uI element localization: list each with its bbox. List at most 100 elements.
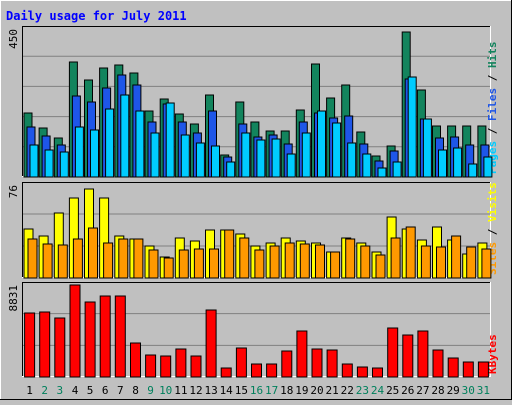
bar-visits-sites-day-23 — [360, 245, 371, 279]
bar-visits-sites-day-17 — [269, 245, 280, 279]
bar-kbytes-kbytes-day-21 — [326, 349, 338, 378]
bar-kbytes-kbytes-day-6 — [99, 295, 111, 378]
bar-kbytes-kbytes-day-7 — [114, 295, 126, 378]
x-tick-label-day-25: 25 — [386, 384, 399, 397]
bar-kbytes-kbytes-day-29 — [447, 357, 459, 378]
bar-kbytes-kbytes-day-15 — [235, 347, 247, 378]
bar-kbytes-kbytes-day-26 — [402, 334, 414, 378]
bar-hits-pages-day-3 — [59, 151, 69, 178]
chart-title: Daily usage for July 2011 — [6, 9, 187, 23]
bar-hits-pages-day-7 — [120, 94, 130, 178]
x-tick-label-day-17: 17 — [265, 384, 278, 397]
bar-kbytes-kbytes-day-4 — [69, 284, 81, 378]
bar-hits-pages-day-8 — [135, 110, 145, 178]
bar-hits-pages-day-4 — [74, 126, 84, 178]
bar-visits-sites-day-1 — [27, 238, 38, 279]
x-tick-label-day-5: 5 — [87, 384, 94, 397]
x-tick-label-day-27: 27 — [416, 384, 429, 397]
x-tick-label-day-29: 29 — [447, 384, 460, 397]
panel-hits-ymax-label: 450 — [7, 29, 20, 49]
axis-label-part: Visits — [486, 182, 499, 222]
bar-visits-sites-day-6 — [103, 242, 114, 279]
bar-hits-pages-day-10 — [165, 102, 175, 178]
axis-label-part: KBytes — [486, 334, 499, 374]
bar-visits-sites-day-20 — [315, 244, 325, 279]
bar-visits-sites-day-28 — [436, 246, 446, 279]
x-tick-label-day-18: 18 — [280, 384, 293, 397]
bar-hits-pages-day-25 — [392, 161, 402, 178]
axis-label-part: / — [486, 222, 499, 242]
x-tick-label-day-6: 6 — [102, 384, 109, 397]
bar-kbytes-kbytes-day-14 — [220, 367, 232, 378]
bar-visits-sites-day-30 — [466, 246, 477, 279]
axis-label-part: Files — [486, 88, 499, 121]
bar-visits-sites-day-18 — [284, 242, 295, 279]
x-tick-label-day-23: 23 — [356, 384, 369, 397]
bar-kbytes-kbytes-day-13 — [205, 309, 217, 378]
x-tick-label-day-15: 15 — [235, 384, 248, 397]
bar-hits-pages-day-13 — [211, 145, 220, 178]
bar-visits-sites-day-13 — [209, 248, 219, 279]
bar-kbytes-kbytes-day-30 — [462, 361, 474, 378]
bar-kbytes-kbytes-day-27 — [417, 330, 429, 378]
bar-hits-pages-day-29 — [453, 147, 463, 178]
x-tick-label-day-13: 13 — [204, 384, 217, 397]
bar-hits-pages-day-20 — [317, 110, 326, 178]
bar-hits-pages-day-18 — [286, 153, 296, 178]
x-tick-label-day-7: 7 — [117, 384, 124, 397]
panel-kbytes-ymax-label: 8831 — [7, 285, 20, 312]
bar-hits-pages-day-6 — [105, 108, 115, 178]
bar-visits-sites-day-24 — [375, 254, 386, 279]
bar-visits-sites-day-2 — [42, 243, 53, 279]
x-tick-label-day-24: 24 — [371, 384, 385, 397]
bar-kbytes-kbytes-day-1 — [24, 312, 36, 378]
bar-visits-sites-day-27 — [420, 245, 431, 279]
bar-hits-pages-day-26 — [407, 76, 417, 178]
bar-visits-sites-day-29 — [451, 235, 462, 279]
x-tick-label-day-22: 22 — [341, 384, 354, 397]
panel-kbytes-axis-label: KBytes — [486, 334, 499, 374]
panel-hits-axis-label: Pages / Files / Hits — [486, 42, 499, 175]
bar-hits-pages-day-5 — [90, 129, 99, 178]
bar-kbytes-kbytes-day-8 — [130, 342, 141, 378]
bar-visits-sites-day-12 — [193, 248, 204, 279]
x-tick-label-day-11: 11 — [174, 384, 187, 397]
bar-hits-pages-day-15 — [241, 132, 251, 178]
bar-hits-pages-day-11 — [180, 134, 190, 178]
x-tick-label-day-31: 31 — [477, 384, 490, 397]
bar-hits-pages-day-12 — [195, 142, 205, 178]
bar-kbytes-kbytes-day-19 — [296, 330, 308, 378]
bar-kbytes-kbytes-day-17 — [266, 363, 278, 378]
panel-hits: 450 Pages / Files / Hits — [7, 26, 499, 178]
bar-kbytes-kbytes-day-24 — [372, 367, 383, 378]
x-tick-label-day-12: 12 — [189, 384, 202, 397]
bar-visits-sites-day-26 — [405, 226, 416, 279]
axis-label-part: / — [486, 68, 499, 88]
bar-visits-sites-day-5 — [88, 227, 98, 279]
bar-kbytes-kbytes-day-23 — [356, 366, 368, 378]
bar-hits-pages-day-27 — [422, 118, 432, 178]
bar-visits-sites-day-21 — [330, 251, 341, 279]
bar-kbytes-kbytes-day-18 — [281, 350, 293, 378]
x-tick-label-day-16: 16 — [250, 384, 263, 397]
bar-kbytes-kbytes-day-2 — [39, 311, 51, 378]
bar-visits-sites-day-16 — [254, 249, 265, 279]
x-axis-labels: 1 2 3 4 5 6 7 8 9 10 11 12 13 14 15 16 17 18 19 20 21 22 23 24 2… — [26, 384, 490, 397]
x-tick-label-day-10: 10 — [159, 384, 172, 397]
bar-kbytes-kbytes-day-10 — [160, 355, 172, 378]
x-tick-label-day-14: 14 — [220, 384, 234, 397]
bar-hits-pages-day-14 — [226, 161, 236, 178]
bar-hits-pages-day-22 — [347, 142, 357, 178]
bar-kbytes-kbytes-day-31 — [477, 361, 489, 378]
x-tick-label-day-19: 19 — [295, 384, 308, 397]
bar-visits-sites-day-7 — [118, 238, 129, 279]
bar-kbytes-kbytes-day-11 — [175, 348, 187, 378]
panel-kbytes: 8831 KBytes — [7, 282, 499, 378]
axis-label-part: Hits — [486, 42, 499, 69]
x-tick-label-day-26: 26 — [401, 384, 414, 397]
bar-kbytes-kbytes-day-22 — [341, 363, 353, 378]
